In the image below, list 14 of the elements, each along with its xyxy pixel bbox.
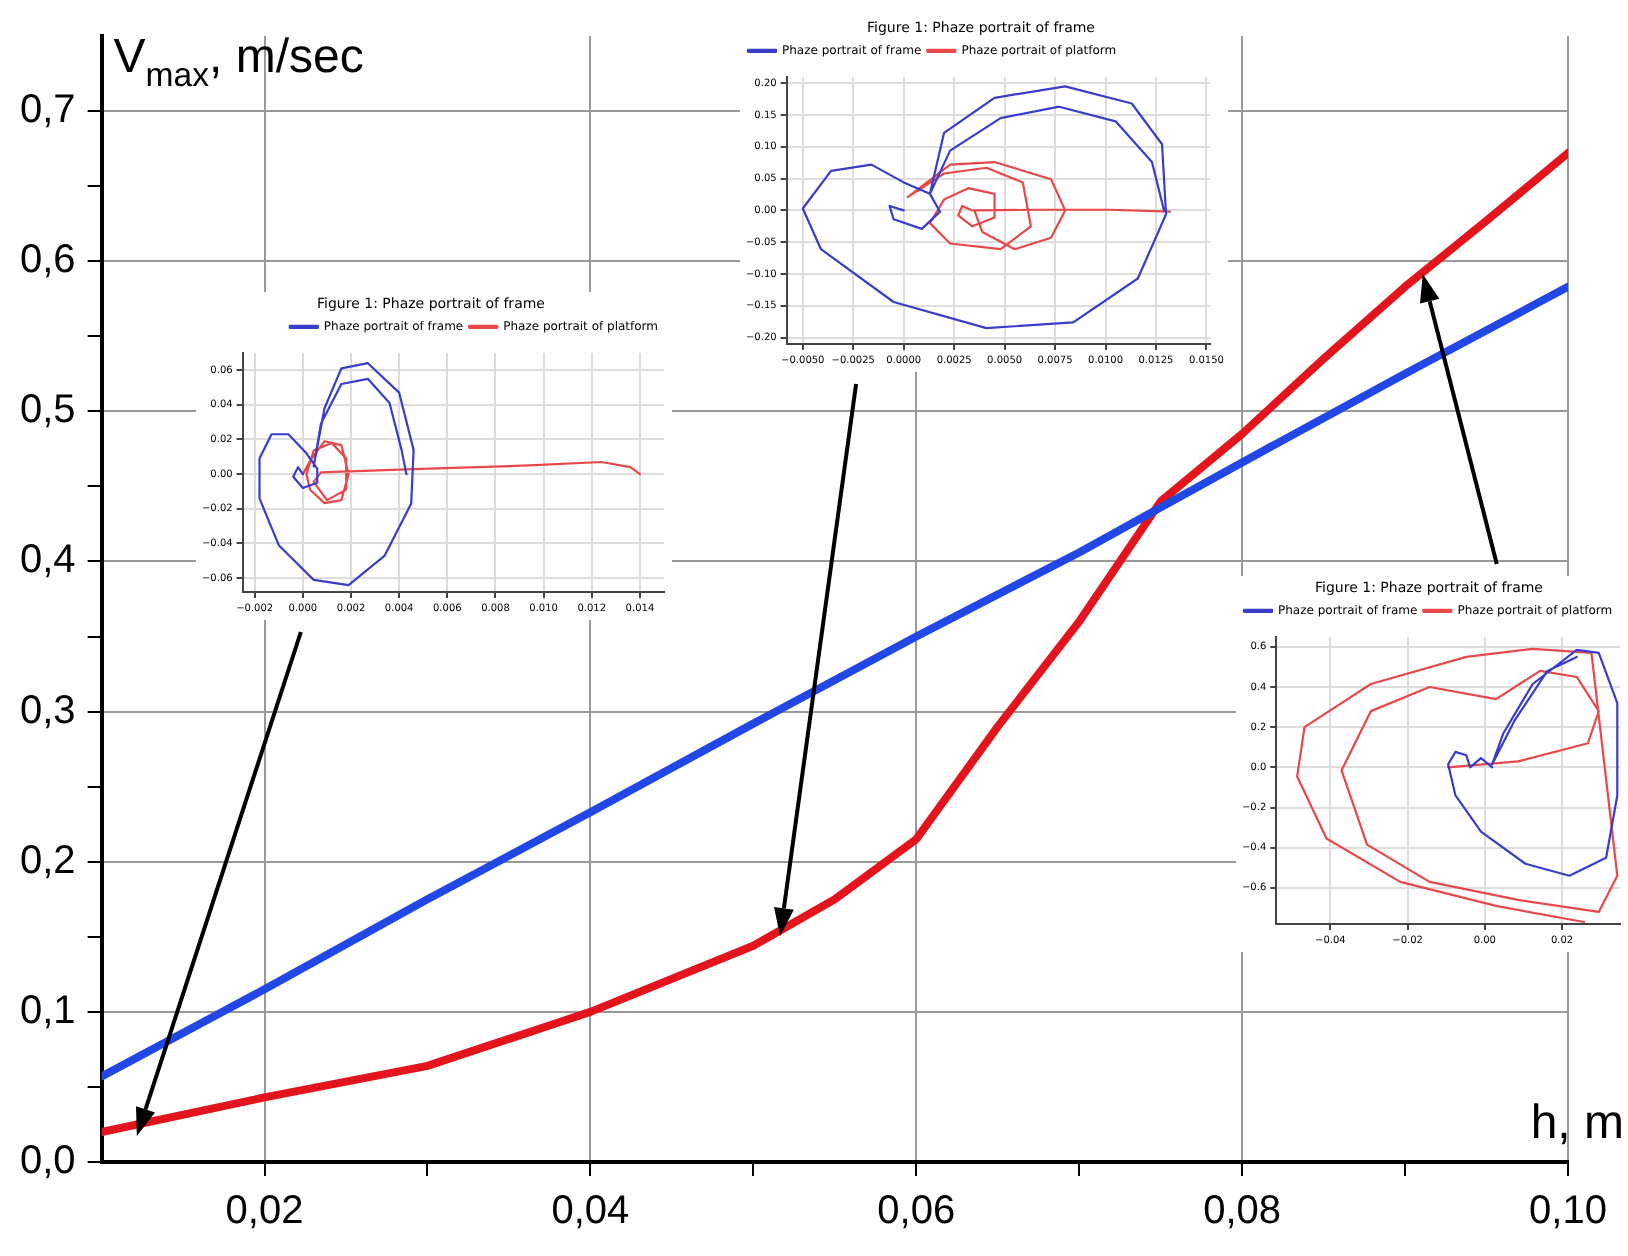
y-tick-label: 0,5 (19, 388, 76, 433)
y-tick-label: 0,7 (19, 88, 76, 133)
x-tick-label: 0,10 (1529, 1189, 1607, 1234)
y-tick-label: 0,1 (19, 988, 76, 1033)
x-tick-label: 0,04 (551, 1189, 630, 1234)
x-tick-label: 0,08 (1203, 1189, 1282, 1234)
y-tick-label: 0,3 (19, 688, 76, 733)
y-tick-label: 0,2 (19, 838, 76, 883)
y-tick-label: 0,4 (19, 538, 76, 583)
x-axis-title: h, m (1530, 1096, 1625, 1150)
y-tick-label: 0,0 (19, 1139, 76, 1184)
x-tick-label: 0,06 (877, 1189, 956, 1234)
x-tick-label: 0,02 (225, 1189, 304, 1234)
y-tick-label: 0,6 (19, 238, 76, 283)
